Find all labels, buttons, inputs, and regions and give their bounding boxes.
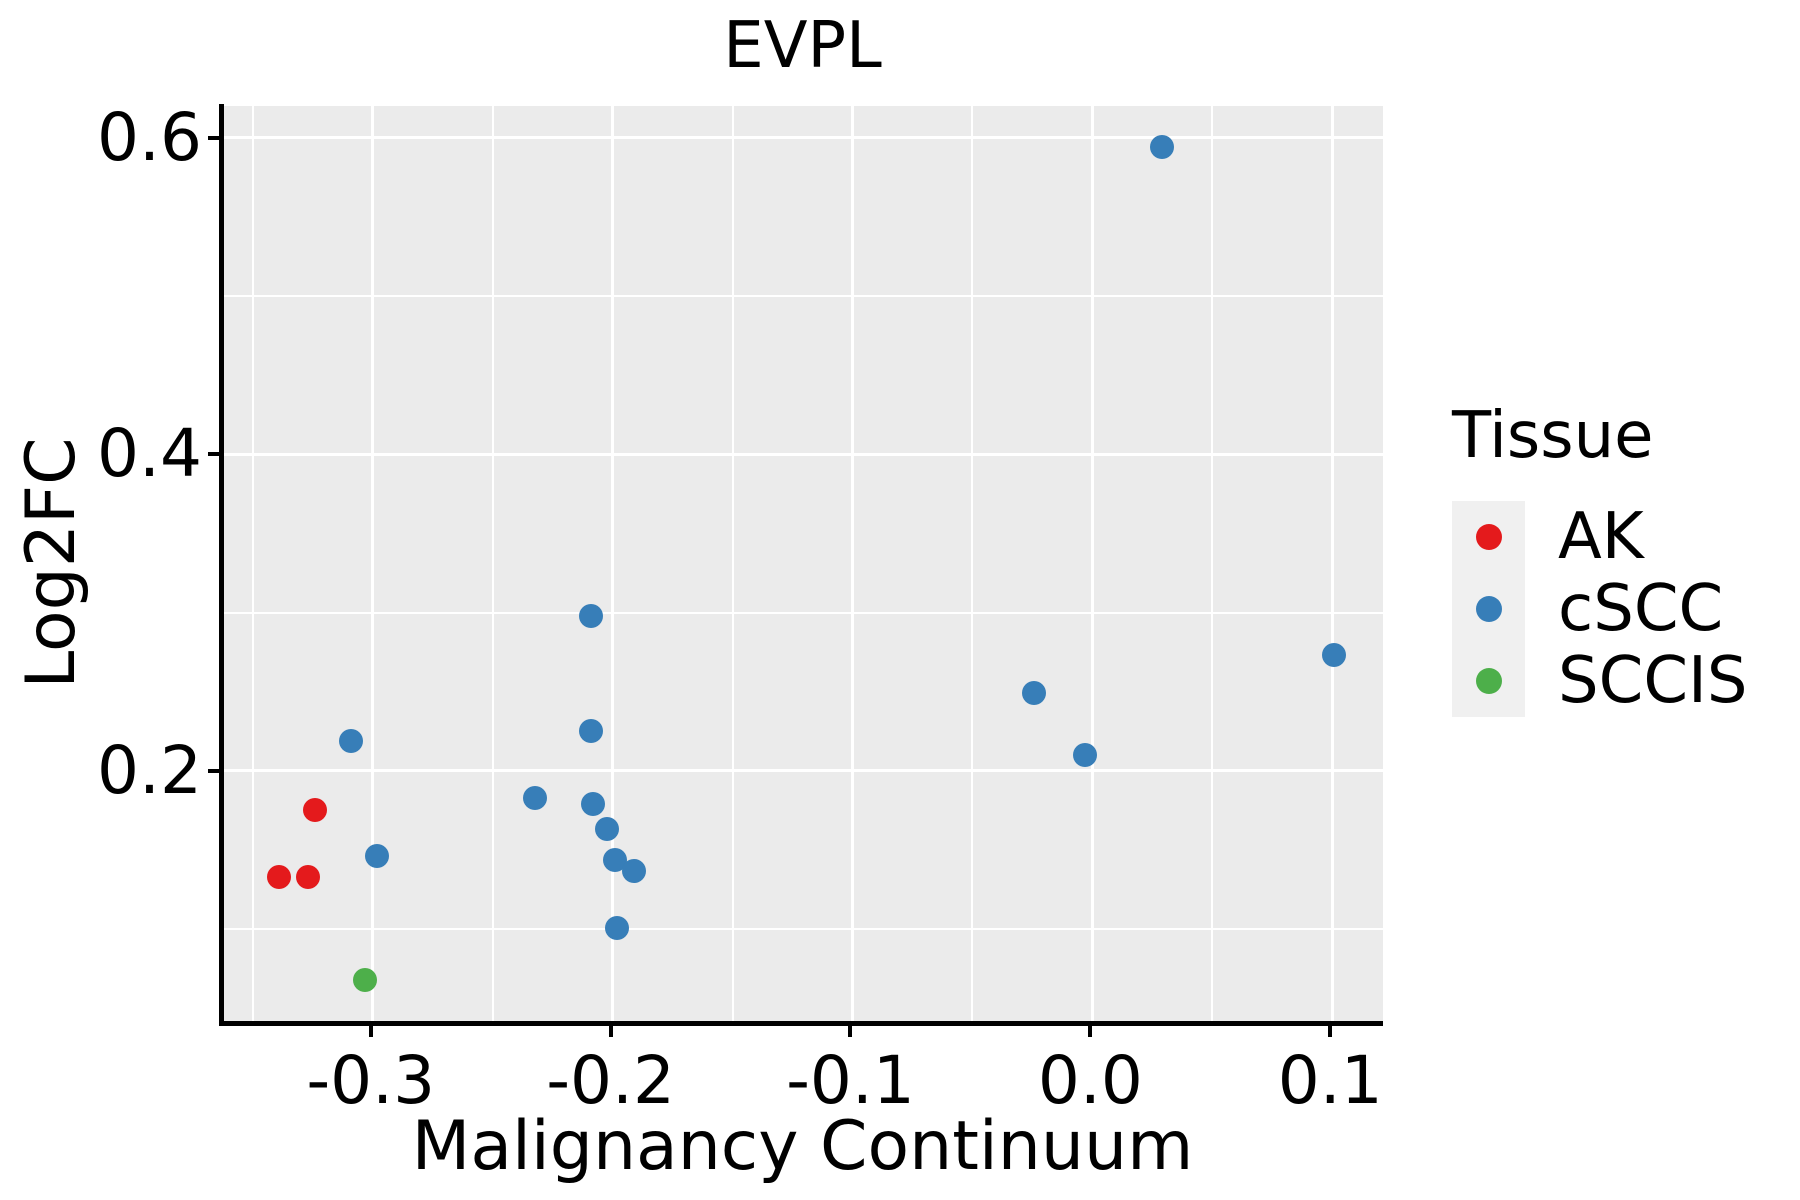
legend-key bbox=[1452, 572, 1525, 645]
y-tick-mark bbox=[208, 768, 219, 773]
x-tick-mark bbox=[848, 1026, 853, 1037]
data-point-cSCC bbox=[1072, 743, 1097, 768]
data-point-cSCC bbox=[1022, 681, 1047, 706]
legend-dot-icon bbox=[1475, 595, 1502, 622]
plot-panel bbox=[224, 106, 1383, 1021]
data-point-cSCC bbox=[1149, 135, 1174, 160]
data-point-cSCC bbox=[1322, 643, 1347, 668]
x-tick-mark bbox=[1088, 1026, 1093, 1037]
x-axis-title: Malignancy Continuum bbox=[411, 1107, 1194, 1186]
y-axis-title: Log2FC bbox=[12, 437, 91, 689]
x-minor-gridline bbox=[731, 106, 734, 1021]
x-major-gridline bbox=[1090, 106, 1094, 1021]
legend-item-SCCIS: SCCIS bbox=[1452, 643, 1748, 718]
y-axis-line bbox=[219, 104, 224, 1026]
data-point-SCCIS bbox=[353, 967, 378, 992]
legend-item-label: cSCC bbox=[1558, 571, 1724, 646]
legend: Tissue AK cSCC SCCIS bbox=[1452, 398, 1748, 717]
data-point-cSCC bbox=[578, 603, 603, 628]
y-tick-mark bbox=[208, 452, 219, 457]
legend-item-AK: AK bbox=[1452, 499, 1748, 574]
data-point-cSCC bbox=[581, 792, 605, 817]
legend-title: Tissue bbox=[1452, 399, 1654, 473]
y-major-gridline bbox=[224, 136, 1383, 140]
x-major-gridline bbox=[611, 106, 615, 1021]
x-minor-gridline bbox=[1211, 106, 1214, 1021]
x-tick-mark bbox=[368, 1026, 373, 1037]
y-major-gridline bbox=[224, 769, 1383, 773]
plot-title: EVPL bbox=[723, 9, 882, 83]
y-major-gridline bbox=[224, 452, 1383, 456]
x-tick-mark bbox=[1328, 1026, 1333, 1037]
x-axis-line bbox=[219, 1021, 1383, 1026]
x-major-gridline bbox=[371, 106, 375, 1021]
legend-key bbox=[1452, 500, 1525, 573]
legend-key bbox=[1452, 644, 1525, 717]
x-tick-label: 0.1 bbox=[1277, 1042, 1383, 1119]
data-point-cSCC bbox=[595, 817, 620, 842]
x-minor-gridline bbox=[491, 106, 494, 1021]
legend-dot-icon bbox=[1475, 667, 1502, 694]
y-tick-label: 0.6 bbox=[97, 98, 202, 176]
legend-item-cSCC: cSCC bbox=[1452, 571, 1748, 646]
y-minor-gridline bbox=[224, 294, 1383, 297]
legend-item-label: SCCIS bbox=[1558, 643, 1748, 718]
data-point-cSCC bbox=[578, 719, 603, 744]
x-tick-label: -0.2 bbox=[546, 1042, 675, 1119]
data-point-cSCC bbox=[604, 915, 629, 940]
data-point-AK bbox=[295, 864, 320, 889]
y-tick-label: 0.4 bbox=[97, 415, 202, 493]
x-major-gridline bbox=[850, 106, 854, 1021]
data-point-cSCC bbox=[523, 785, 548, 810]
data-point-cSCC bbox=[621, 858, 646, 883]
y-tick-label: 0.2 bbox=[97, 731, 202, 809]
legend-item-label: AK bbox=[1558, 499, 1644, 574]
legend-dot-icon bbox=[1475, 523, 1502, 550]
y-minor-gridline bbox=[224, 611, 1383, 614]
x-tick-mark bbox=[608, 1026, 613, 1037]
y-minor-gridline bbox=[224, 928, 1383, 931]
legend-items: AK cSCC SCCIS bbox=[1452, 499, 1748, 718]
data-point-cSCC bbox=[365, 844, 390, 869]
x-major-gridline bbox=[1330, 106, 1334, 1021]
x-minor-gridline bbox=[971, 106, 974, 1021]
x-tick-label: -0.1 bbox=[786, 1042, 915, 1119]
x-tick-label: 0.0 bbox=[1037, 1042, 1143, 1119]
data-point-cSCC bbox=[338, 728, 363, 753]
data-point-AK bbox=[302, 798, 327, 823]
x-minor-gridline bbox=[251, 106, 254, 1021]
data-point-AK bbox=[266, 864, 291, 889]
y-tick-mark bbox=[208, 135, 219, 140]
x-tick-label: -0.3 bbox=[306, 1042, 436, 1119]
